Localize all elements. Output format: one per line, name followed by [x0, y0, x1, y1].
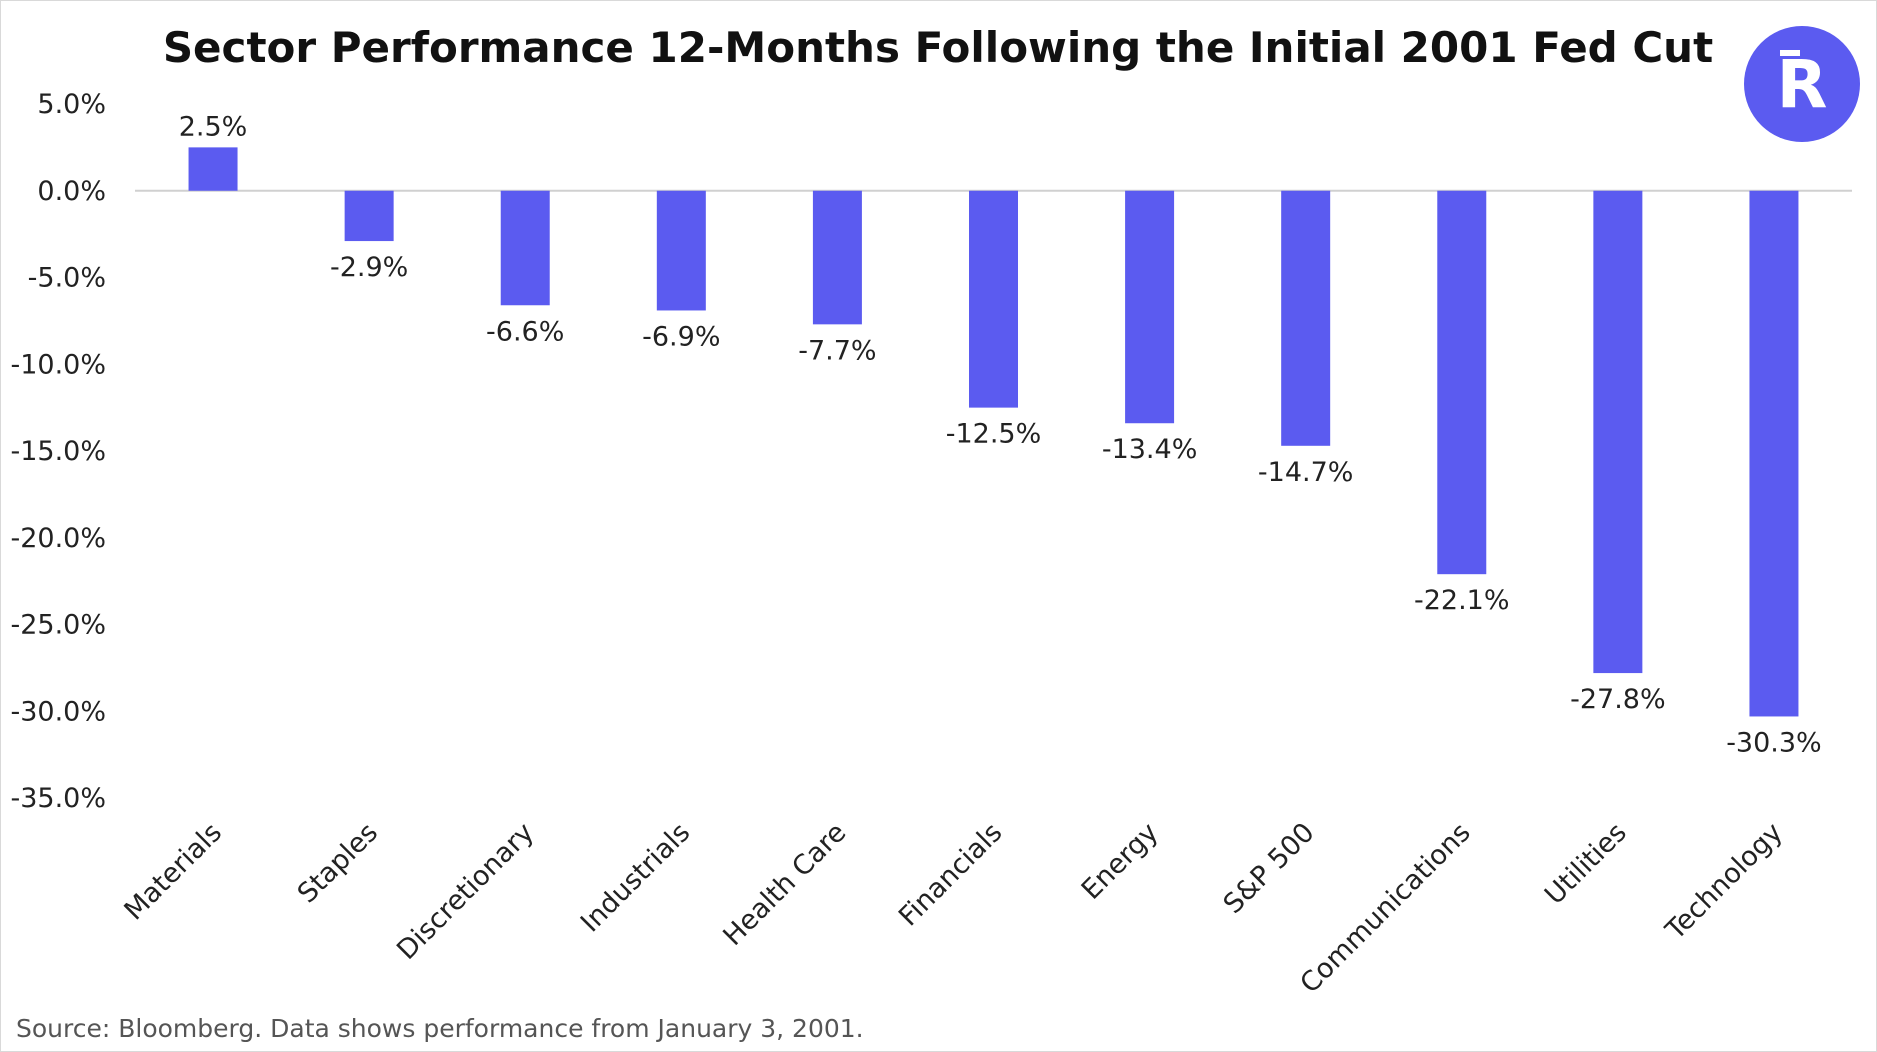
x-tick-label: Energy — [1076, 817, 1165, 906]
y-tick-label: -5.0% — [28, 263, 106, 294]
bar — [500, 190, 550, 306]
data-label: -22.1% — [1414, 585, 1510, 616]
x-tick-label: Financials — [893, 817, 1008, 932]
logo-accent — [1780, 50, 1800, 56]
y-tick-label: 0.0% — [37, 176, 106, 207]
bar — [1593, 190, 1643, 674]
y-tick-label: -15.0% — [10, 436, 106, 467]
x-tick-label: Staples — [292, 817, 384, 909]
x-tick-label: Technology — [1659, 817, 1789, 947]
y-tick-label: -30.0% — [10, 696, 106, 727]
r-logo-icon: R — [1744, 26, 1860, 142]
data-label: -12.5% — [946, 419, 1042, 450]
x-tick-label: S&P 500 — [1218, 817, 1321, 920]
bar — [812, 190, 862, 325]
data-label: -13.4% — [1102, 434, 1198, 465]
bar — [1281, 190, 1331, 446]
x-tick-label: Industrials — [575, 817, 696, 938]
x-tick-label: Discretionary — [391, 817, 540, 966]
y-tick-label: -35.0% — [10, 783, 106, 814]
data-label: -14.7% — [1258, 457, 1354, 488]
chart-title: Sector Performance 12-Months Following t… — [163, 23, 1713, 72]
data-label: -7.7% — [798, 335, 876, 366]
bar — [1125, 190, 1175, 424]
data-label: -6.6% — [486, 316, 564, 347]
x-tick-label: Utilities — [1539, 817, 1633, 911]
x-tick-label: Communications — [1294, 817, 1476, 999]
y-tick-label: -10.0% — [10, 349, 106, 380]
y-axis: 5.0% 0.0% -5.0% -10.0% -15.0% -20.0% -25.0% -30… — [10, 89, 106, 814]
source-note: Source: Bloomberg. Data shows performanc… — [16, 1014, 864, 1043]
data-label: -6.9% — [642, 321, 720, 352]
data-label: 2.5% — [179, 111, 248, 142]
data-label: -27.8% — [1570, 684, 1666, 715]
x-tick-label: Health Care — [717, 817, 852, 952]
bar — [1437, 190, 1487, 575]
bar — [656, 190, 706, 311]
data-labels-group: 2.5% -2.9% -6.6% -6.9% -7.7% -12.5% -13.4% -14.… — [179, 111, 1822, 758]
y-tick-label: -20.0% — [10, 523, 106, 554]
bar — [344, 190, 394, 242]
data-label: -30.3% — [1726, 727, 1822, 758]
x-tick-label: Materials — [119, 817, 228, 926]
logo-circle — [1744, 26, 1860, 142]
bars-group — [188, 147, 1799, 717]
bar — [969, 190, 1018, 408]
logo-letter: R — [1777, 46, 1828, 123]
bar — [188, 147, 238, 191]
y-tick-label: -25.0% — [10, 610, 106, 641]
bar — [1749, 190, 1799, 717]
y-tick-label: 5.0% — [37, 89, 106, 120]
data-label: -2.9% — [330, 252, 408, 283]
x-axis: Materials Staples Discretionary Industrials… — [119, 817, 1789, 999]
